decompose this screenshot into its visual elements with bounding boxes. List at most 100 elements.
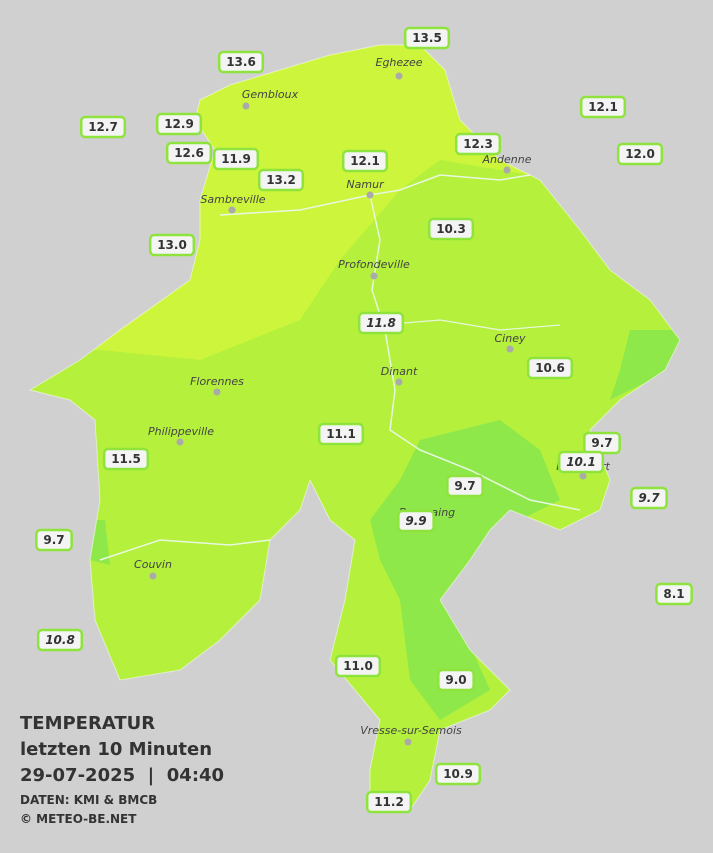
station: 10.3 <box>427 217 475 241</box>
station-value: 12.1 <box>588 100 618 114</box>
station-value: 9.7 <box>638 491 660 505</box>
station-value: 9.0 <box>445 673 466 687</box>
town-name: Eghezee <box>376 56 423 69</box>
station-value: 11.0 <box>343 659 373 673</box>
legend-source: DATEN: KMI & BMCB <box>20 793 157 807</box>
station: 9.7 <box>583 431 621 455</box>
station-box <box>212 147 260 171</box>
station-value: 10.1 <box>566 455 596 469</box>
legend-title: TEMPERATUR <box>20 713 155 734</box>
station: 11.2 <box>365 790 413 814</box>
station-value: 12.0 <box>625 147 655 161</box>
station: 13.0 <box>148 233 196 257</box>
zone-cool <box>610 330 680 400</box>
station-box <box>557 450 605 474</box>
legend-datetime: 29-07-2025 | 04:40 <box>20 765 224 786</box>
station: 11.9 <box>212 147 260 171</box>
town-dot <box>404 738 412 746</box>
station-value: 11.2 <box>374 795 404 809</box>
town-dot <box>176 438 184 446</box>
town-dot <box>395 378 403 386</box>
station: 12.6 <box>165 141 213 165</box>
station-box <box>155 112 203 136</box>
legend: TEMPERATUR letzten 10 Minuten 29-07-2025… <box>20 713 224 826</box>
station-box <box>317 422 365 446</box>
town-name: Vresse-sur-Semois <box>360 724 462 737</box>
station: 12.0 <box>616 142 664 166</box>
station-box <box>217 50 265 74</box>
river-meuse <box>369 194 581 511</box>
station-box <box>334 654 382 678</box>
station-box <box>434 762 482 786</box>
town-name: Gembloux <box>242 88 299 101</box>
station-box <box>357 311 405 335</box>
station-value: 13.5 <box>412 31 442 45</box>
station: 12.9 <box>155 112 203 136</box>
station-box <box>102 447 150 471</box>
station-value: 11.5 <box>111 452 141 466</box>
station: 8.1 <box>655 582 693 606</box>
station-box <box>365 790 413 814</box>
town-name: Andenne <box>482 153 532 166</box>
station-value: 12.9 <box>164 117 194 131</box>
town-dot <box>366 191 374 199</box>
town-name: Philippeville <box>148 425 214 438</box>
town-dot <box>579 472 587 480</box>
station-box <box>79 115 127 139</box>
station: 12.7 <box>79 115 127 139</box>
town-dot <box>506 345 514 353</box>
station-box <box>36 628 84 652</box>
town-name: Dinant <box>381 365 418 378</box>
station-box <box>655 582 693 606</box>
town-dot <box>149 572 157 580</box>
station-box <box>446 474 484 498</box>
legend-copyright: © METEO-BE.NET <box>20 812 137 826</box>
station-value: 9.9 <box>405 514 426 528</box>
station-box <box>526 356 574 380</box>
station-box <box>427 217 475 241</box>
station: 12.1 <box>579 95 627 119</box>
town-name: Florennes <box>190 375 244 388</box>
station-box <box>579 95 627 119</box>
station-value: 12.7 <box>88 120 118 134</box>
river <box>379 319 561 331</box>
town-name: Sambreville <box>200 193 265 206</box>
station: 13.5 <box>403 26 451 50</box>
station-value: 11.8 <box>366 316 396 330</box>
station: 11.0 <box>334 654 382 678</box>
station-value: 12.1 <box>350 154 380 168</box>
town-name: Couvin <box>134 558 172 571</box>
station-box <box>630 486 668 510</box>
town-name: Profondeville <box>338 258 410 271</box>
legend-subtitle: letzten 10 Minuten <box>20 739 212 760</box>
river <box>99 539 271 561</box>
station-box <box>165 141 213 165</box>
station: 11.5 <box>102 447 150 471</box>
station: 11.1 <box>317 422 365 446</box>
stations: 13.5 13.6 12.1 12.7 12.9 12.3 12.6 11.9 12.1 12.0… <box>35 26 693 814</box>
station-value: 12.6 <box>174 146 204 160</box>
town-dot <box>395 72 403 80</box>
station-value: 9.7 <box>591 436 612 450</box>
station: 12.3 <box>454 132 502 156</box>
station-box <box>257 168 305 192</box>
station-value: 13.2 <box>266 173 296 187</box>
town-dot <box>242 102 250 110</box>
station: 10.9 <box>434 762 482 786</box>
station-value: 10.8 <box>45 633 75 647</box>
station-value: 9.7 <box>43 533 64 547</box>
station: 9.7 <box>35 528 73 552</box>
station: 10.8 <box>36 628 84 652</box>
station: 13.6 <box>217 50 265 74</box>
station: 9.7 <box>446 474 484 498</box>
station: 12.1 <box>341 149 389 173</box>
station-value: 13.0 <box>157 238 187 252</box>
station-box <box>616 142 664 166</box>
station-value: 10.6 <box>535 361 565 375</box>
station-box <box>148 233 196 257</box>
station-value: 10.9 <box>443 767 473 781</box>
town-dot <box>213 388 221 396</box>
station-value: 8.1 <box>663 587 684 601</box>
river-sambre-meuse <box>219 169 561 216</box>
